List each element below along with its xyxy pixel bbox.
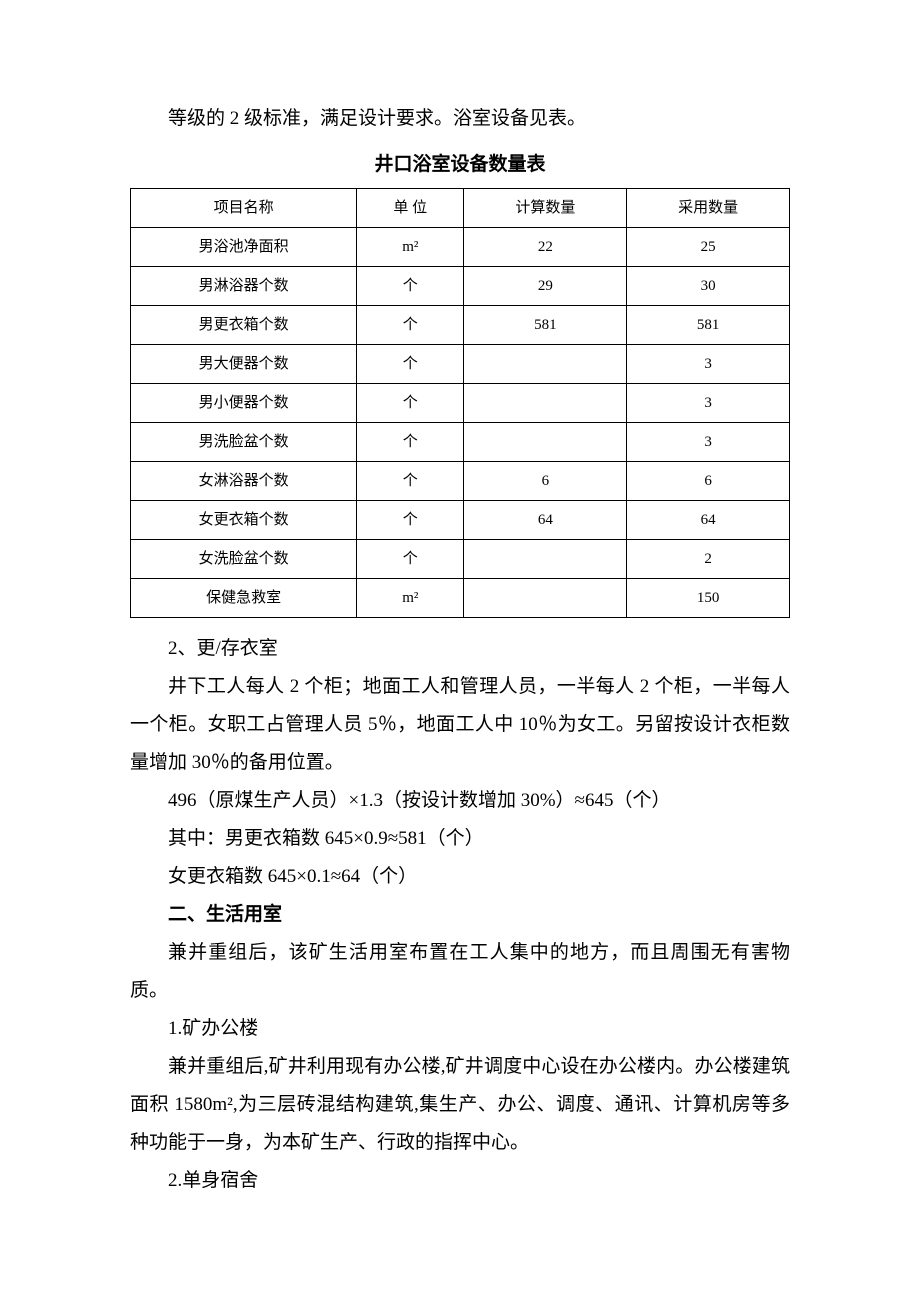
cell-name: 女洗脸盆个数 bbox=[131, 540, 357, 579]
col-header-calc: 计算数量 bbox=[464, 189, 627, 228]
cell-unit: 个 bbox=[357, 540, 464, 579]
table-row: 女淋浴器个数 个 6 6 bbox=[131, 462, 790, 501]
subsection-2-title: 2、更/存衣室 bbox=[130, 630, 790, 668]
col-header-unit: 单 位 bbox=[357, 189, 464, 228]
cell-used: 2 bbox=[627, 540, 790, 579]
cell-unit: 个 bbox=[357, 423, 464, 462]
cell-name: 女更衣箱个数 bbox=[131, 501, 357, 540]
subsection-2b-title: 2.单身宿舍 bbox=[130, 1162, 790, 1200]
subsection-2-para1: 井下工人每人 2 个柜；地面工人和管理人员，一半每人 2 个柜，一半每人一个柜。… bbox=[130, 668, 790, 782]
cell-used: 6 bbox=[627, 462, 790, 501]
cell-unit: 个 bbox=[357, 384, 464, 423]
cell-name: 女淋浴器个数 bbox=[131, 462, 357, 501]
cell-unit: 个 bbox=[357, 501, 464, 540]
cell-used: 30 bbox=[627, 267, 790, 306]
cell-used: 25 bbox=[627, 228, 790, 267]
table-row: 女更衣箱个数 个 64 64 bbox=[131, 501, 790, 540]
cell-used: 581 bbox=[627, 306, 790, 345]
cell-calc: 6 bbox=[464, 462, 627, 501]
cell-name: 男淋浴器个数 bbox=[131, 267, 357, 306]
cell-unit: m² bbox=[357, 228, 464, 267]
table-row: 男浴池净面积 m² 22 25 bbox=[131, 228, 790, 267]
calc-line-3: 女更衣箱数 645×0.1≈64（个） bbox=[130, 858, 790, 896]
cell-name: 男更衣箱个数 bbox=[131, 306, 357, 345]
heading-2-para1: 兼并重组后，该矿生活用室布置在工人集中的地方，而且周围无有害物质。 bbox=[130, 934, 790, 1010]
equipment-table: 项目名称 单 位 计算数量 采用数量 男浴池净面积 m² 22 25 男淋浴器个… bbox=[130, 188, 790, 618]
cell-unit: 个 bbox=[357, 306, 464, 345]
table-row: 男更衣箱个数 个 581 581 bbox=[131, 306, 790, 345]
calc-line-2: 其中：男更衣箱数 645×0.9≈581（个） bbox=[130, 820, 790, 858]
cell-calc bbox=[464, 384, 627, 423]
table-row: 男洗脸盆个数 个 3 bbox=[131, 423, 790, 462]
table-title: 井口浴室设备数量表 bbox=[130, 146, 790, 184]
intro-paragraph: 等级的 2 级标准，满足设计要求。浴室设备见表。 bbox=[130, 100, 790, 138]
cell-calc bbox=[464, 579, 627, 618]
cell-calc: 29 bbox=[464, 267, 627, 306]
cell-unit: 个 bbox=[357, 462, 464, 501]
table-row: 男小便器个数 个 3 bbox=[131, 384, 790, 423]
cell-name: 男大便器个数 bbox=[131, 345, 357, 384]
cell-calc: 22 bbox=[464, 228, 627, 267]
calc-line-1: 496（原煤生产人员）×1.3（按设计数增加 30%）≈645（个） bbox=[130, 782, 790, 820]
cell-calc bbox=[464, 345, 627, 384]
cell-name: 保健急救室 bbox=[131, 579, 357, 618]
subsection-1-para1: 兼并重组后,矿井利用现有办公楼,矿井调度中心设在办公楼内。办公楼建筑面积 158… bbox=[130, 1048, 790, 1162]
cell-used: 150 bbox=[627, 579, 790, 618]
cell-used: 3 bbox=[627, 384, 790, 423]
col-header-used: 采用数量 bbox=[627, 189, 790, 228]
table-row: 女洗脸盆个数 个 2 bbox=[131, 540, 790, 579]
cell-name: 男洗脸盆个数 bbox=[131, 423, 357, 462]
table-header-row: 项目名称 单 位 计算数量 采用数量 bbox=[131, 189, 790, 228]
subsection-1-title: 1.矿办公楼 bbox=[130, 1010, 790, 1048]
cell-used: 3 bbox=[627, 345, 790, 384]
cell-name: 男浴池净面积 bbox=[131, 228, 357, 267]
table-row: 保健急救室 m² 150 bbox=[131, 579, 790, 618]
heading-2: 二、生活用室 bbox=[130, 896, 790, 934]
cell-name: 男小便器个数 bbox=[131, 384, 357, 423]
table-row: 男大便器个数 个 3 bbox=[131, 345, 790, 384]
cell-unit: 个 bbox=[357, 345, 464, 384]
col-header-name: 项目名称 bbox=[131, 189, 357, 228]
cell-used: 64 bbox=[627, 501, 790, 540]
cell-calc: 64 bbox=[464, 501, 627, 540]
cell-unit: m² bbox=[357, 579, 464, 618]
cell-unit: 个 bbox=[357, 267, 464, 306]
cell-calc bbox=[464, 540, 627, 579]
cell-used: 3 bbox=[627, 423, 790, 462]
cell-calc: 581 bbox=[464, 306, 627, 345]
table-row: 男淋浴器个数 个 29 30 bbox=[131, 267, 790, 306]
cell-calc bbox=[464, 423, 627, 462]
